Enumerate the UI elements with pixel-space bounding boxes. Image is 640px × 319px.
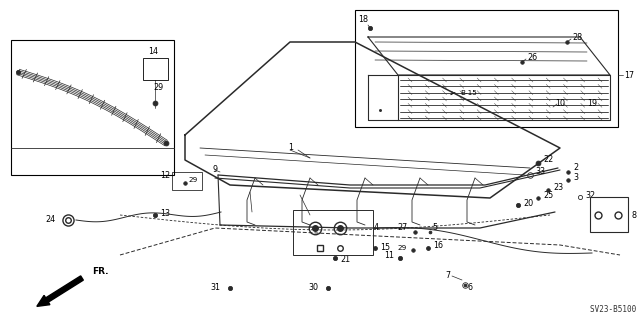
Text: 4: 4 [374, 224, 379, 233]
Text: B-15: B-15 [460, 90, 477, 96]
Bar [172, 172, 202, 190]
Bar [293, 210, 373, 255]
Text: 30: 30 [308, 284, 318, 293]
Text: 14: 14 [148, 48, 158, 56]
Text: 18: 18 [358, 16, 368, 25]
Text: FR.: FR. [92, 268, 109, 277]
Text: 28: 28 [572, 33, 582, 42]
Bar [355, 10, 618, 127]
Bar [11, 40, 174, 175]
Text: 29: 29 [188, 177, 197, 183]
Text: 8: 8 [631, 211, 636, 219]
Text: 31: 31 [210, 284, 220, 293]
Text: 7: 7 [445, 271, 450, 279]
Text: 6: 6 [468, 284, 473, 293]
Text: 20: 20 [523, 198, 533, 207]
Text: 11: 11 [384, 250, 394, 259]
Text: 24: 24 [45, 216, 55, 225]
Text: 5: 5 [432, 224, 437, 233]
Text: 29: 29 [153, 83, 163, 92]
Bar [143, 58, 168, 80]
Text: 23: 23 [553, 183, 563, 192]
Text: 1: 1 [288, 144, 293, 152]
Text: SV23-B5100 A: SV23-B5100 A [590, 306, 640, 315]
Text: 22: 22 [543, 155, 553, 165]
Text: 2: 2 [573, 164, 578, 173]
Text: 21: 21 [340, 256, 350, 264]
Text: 19: 19 [587, 99, 597, 108]
Text: 33: 33 [535, 167, 545, 176]
Text: 10: 10 [555, 99, 565, 108]
Text: 32: 32 [585, 190, 595, 199]
Text: 16: 16 [433, 241, 443, 250]
Text: 9: 9 [213, 166, 218, 174]
Text: 13: 13 [160, 209, 170, 218]
Text: 27: 27 [397, 224, 408, 233]
Text: 29: 29 [397, 245, 407, 251]
Text: 26: 26 [527, 54, 537, 63]
Text: 15: 15 [380, 243, 390, 253]
Text: 12: 12 [160, 170, 170, 180]
Text: 25: 25 [543, 191, 553, 201]
FancyArrow shape [37, 276, 83, 306]
Text: 3: 3 [573, 174, 578, 182]
Text: 17: 17 [624, 70, 634, 79]
Bar [590, 197, 628, 232]
